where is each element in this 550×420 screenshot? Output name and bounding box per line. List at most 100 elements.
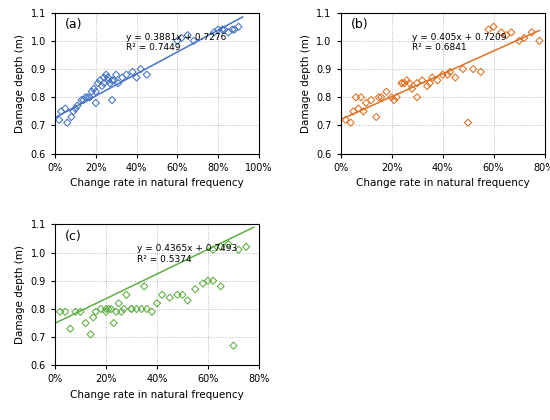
Point [400,80,409,87]
Point [191,286,200,293]
Point [79,97,88,103]
Point [104,306,113,312]
Point [102,308,111,315]
Point [433,77,442,84]
Point [178,291,187,298]
Point [428,74,437,81]
Point [214,26,223,33]
Point [408,85,416,92]
Point [362,100,371,106]
Point [127,306,136,312]
Point [359,108,368,115]
Y-axis label: Damage depth (m): Damage depth (m) [15,245,25,344]
Point [476,68,485,75]
Point [85,94,94,101]
Point [54,116,63,123]
Point [61,308,70,315]
Point [403,77,411,84]
Point [112,71,120,78]
Point [57,108,65,115]
Text: (c): (c) [65,230,82,243]
Point [91,308,100,315]
Point [158,291,167,298]
Point [77,97,86,103]
Point [152,300,161,307]
Point [375,94,383,101]
Point [405,80,414,87]
Point [128,68,137,75]
Point [89,85,98,92]
Point [173,291,182,298]
Point [108,77,117,84]
Point [110,77,119,84]
Point [469,66,477,72]
Point [166,294,174,301]
Point [356,94,365,101]
Point [91,88,100,95]
Point [91,100,100,106]
Point [100,74,108,81]
Point [423,83,432,89]
Point [372,114,381,121]
Point [140,283,148,290]
Point [56,308,64,315]
X-axis label: Change rate in natural frequency: Change rate in natural frequency [356,178,530,188]
Point [103,77,112,84]
Point [73,102,82,109]
Point [89,314,98,321]
Point [173,37,182,44]
Point [122,71,131,78]
Point [208,246,217,253]
Point [535,37,544,44]
Point [459,66,468,72]
Point [81,320,90,326]
Point [97,83,106,89]
Point [346,119,355,126]
Point [69,108,78,115]
Point [138,306,146,312]
Point [96,77,104,84]
Y-axis label: Damage depth (m): Damage depth (m) [15,34,25,133]
Point [81,94,90,101]
Text: y = 0.3881x + 0.7276
R² = 0.7449: y = 0.3881x + 0.7276 R² = 0.7449 [126,33,227,52]
Point [451,74,460,81]
Point [216,283,225,290]
Point [446,68,454,75]
Point [390,97,399,103]
Point [515,37,524,44]
Point [220,26,229,33]
Point [224,29,233,36]
Point [497,29,505,36]
Point [228,26,237,33]
Point [502,32,510,39]
Point [177,34,186,41]
Point [204,277,212,284]
Point [118,74,127,81]
Point [96,306,105,312]
Point [438,71,447,78]
Point [218,26,227,33]
Point [234,246,243,253]
Point [76,308,85,315]
Point [71,308,80,315]
Point [66,326,75,332]
Point [136,66,145,72]
Point [443,71,452,78]
Point [208,277,217,284]
Point [142,71,151,78]
Point [230,26,239,33]
Point [107,306,116,312]
Point [112,308,120,315]
Point [87,88,96,95]
Point [109,320,118,326]
Point [507,29,516,36]
Point [61,105,70,112]
Text: (b): (b) [351,18,369,31]
Point [229,342,238,349]
X-axis label: Change rate in natural frequency: Change rate in natural frequency [70,390,244,400]
Point [63,119,72,126]
Point [382,88,391,95]
Point [122,291,131,298]
Point [106,80,114,87]
Text: y = 0.405x + 0.7209
R² = 0.6841: y = 0.405x + 0.7209 R² = 0.6841 [412,33,507,52]
